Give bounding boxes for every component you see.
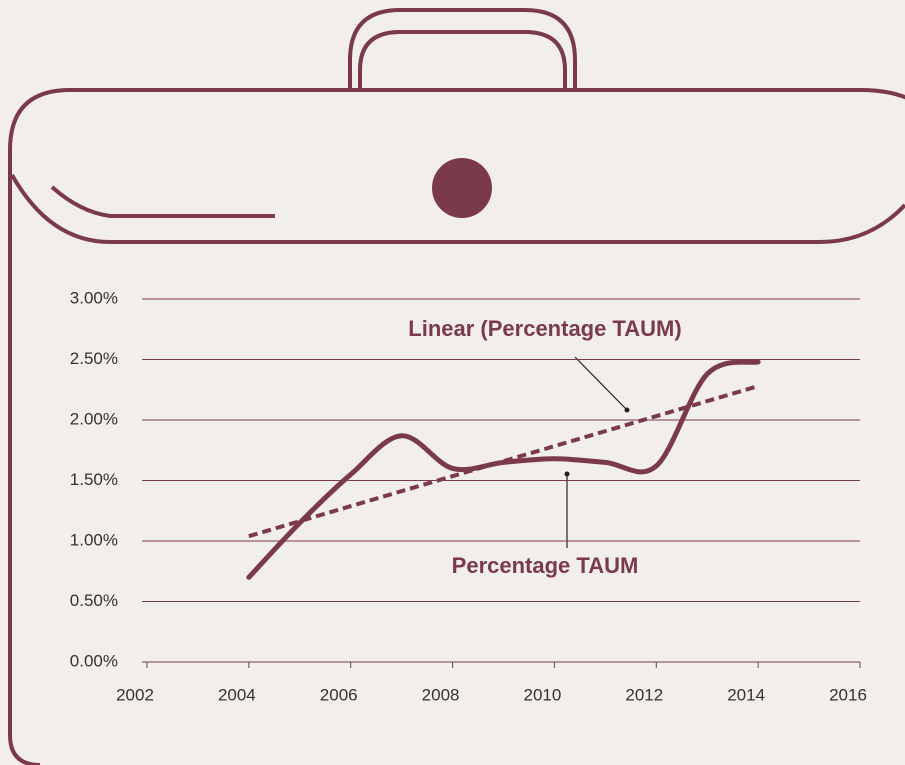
x-tick-label: 2012 bbox=[625, 685, 663, 704]
y-tick-label: 1.00% bbox=[70, 530, 118, 549]
y-tick-label: 2.50% bbox=[70, 349, 118, 368]
y-tick-label: 1.50% bbox=[70, 470, 118, 489]
trend-line bbox=[248, 384, 759, 539]
x-tick-label: 2002 bbox=[116, 685, 154, 704]
series-line bbox=[246, 359, 761, 580]
x-tick-label: 2006 bbox=[320, 685, 358, 704]
y-tick-label: 3.00% bbox=[70, 288, 118, 307]
x-tick-label: 2014 bbox=[727, 685, 765, 704]
y-tick-label: 0.50% bbox=[70, 591, 118, 610]
x-tick-label: 2004 bbox=[218, 685, 256, 704]
series-annotation: Percentage TAUM bbox=[452, 553, 639, 578]
annotation-dot bbox=[624, 407, 630, 413]
case-flap bbox=[10, 174, 905, 244]
handle-inner bbox=[358, 30, 567, 90]
briefcase bbox=[8, 8, 905, 765]
case-body bbox=[8, 88, 905, 765]
flap-line bbox=[50, 185, 275, 218]
x-tick-label: 2016 bbox=[829, 685, 867, 704]
y-tick-label: 2.00% bbox=[70, 409, 118, 428]
y-tick-label: 0.00% bbox=[70, 651, 118, 670]
annotation-leader bbox=[574, 356, 628, 411]
x-tick-label: 2008 bbox=[422, 685, 460, 704]
trend-annotation: Linear (Percentage TAUM) bbox=[408, 316, 681, 341]
x-tick-label: 2010 bbox=[524, 685, 562, 704]
annotation-dot bbox=[564, 471, 570, 477]
handle-outer bbox=[348, 8, 577, 90]
clasp bbox=[432, 158, 492, 218]
